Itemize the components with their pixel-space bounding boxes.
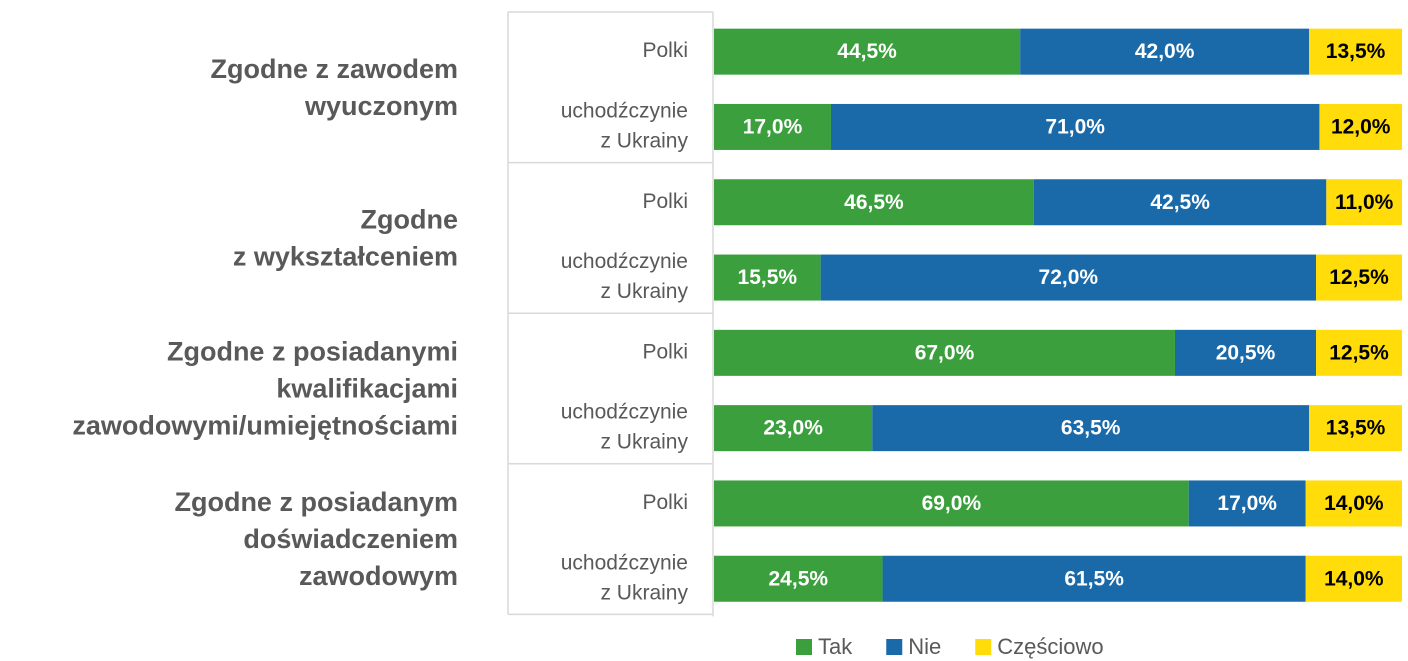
value-label: 44,5% xyxy=(837,40,897,63)
legend-label: Częściowo xyxy=(997,634,1103,659)
category-label: Polki xyxy=(642,190,688,213)
bar-segment xyxy=(1309,405,1402,452)
legend-label: Tak xyxy=(818,634,853,659)
category-label: uchodźczynie xyxy=(561,551,688,574)
group-label: wyuczonym xyxy=(304,91,458,121)
value-label: 12,5% xyxy=(1329,341,1389,364)
bar-segment xyxy=(714,405,873,452)
bar-segment xyxy=(714,103,831,150)
value-label: 11,0% xyxy=(1335,191,1394,214)
category-label: z Ukrainy xyxy=(600,581,688,604)
value-label: 13,5% xyxy=(1326,40,1386,63)
bar-segment xyxy=(820,254,1316,301)
bar-segment xyxy=(714,28,1021,75)
value-label: 42,5% xyxy=(1150,191,1210,214)
value-label: 12,0% xyxy=(1331,115,1391,138)
bar-segment xyxy=(1326,179,1402,226)
value-label: 20,5% xyxy=(1216,341,1276,364)
value-label: 63,5% xyxy=(1061,417,1121,440)
category-label: uchodźczynie xyxy=(561,250,688,273)
group-label: Zgodne z posiadanym xyxy=(174,487,458,517)
bar-segment xyxy=(1174,329,1316,376)
legend-label: Nie xyxy=(908,634,941,659)
bar-segment xyxy=(882,555,1306,602)
bar-segment xyxy=(1305,555,1402,602)
group-label: Zgodne xyxy=(361,205,458,235)
category-label: uchodźczynie xyxy=(561,99,688,122)
value-label: 61,5% xyxy=(1064,567,1124,590)
bar-segment xyxy=(1319,103,1402,150)
value-label: 14,0% xyxy=(1324,567,1384,590)
group-label: z wykształceniem xyxy=(233,242,458,272)
bar-segment xyxy=(1305,480,1402,527)
group-label: zawodowymi/umiejętnościami xyxy=(72,411,458,441)
bar-segment xyxy=(830,103,1320,150)
bar-segment xyxy=(1188,480,1306,527)
bar-segment xyxy=(714,254,821,301)
category-label: z Ukrainy xyxy=(600,129,688,152)
legend-swatch xyxy=(886,639,903,655)
category-label: z Ukrainy xyxy=(600,280,688,303)
category-label: uchodźczynie xyxy=(561,401,688,424)
value-label: 67,0% xyxy=(915,341,975,364)
value-label: 12,5% xyxy=(1329,266,1389,289)
value-label: 71,0% xyxy=(1045,115,1105,138)
group-label: Zgodne z posiadanymi xyxy=(167,337,458,367)
value-label: 13,5% xyxy=(1326,417,1386,440)
bar-segment xyxy=(714,480,1189,527)
group-label: Zgodne z zawodem xyxy=(210,54,458,84)
value-label: 17,0% xyxy=(743,115,803,138)
value-label: 15,5% xyxy=(738,266,798,289)
legend-swatch xyxy=(796,639,812,655)
category-label: Polki xyxy=(642,340,688,363)
bar-segment xyxy=(1316,254,1402,301)
value-label: 17,0% xyxy=(1217,492,1277,515)
bar-segment xyxy=(872,405,1310,452)
bar-segment xyxy=(1316,329,1402,376)
bar-segment xyxy=(1033,179,1327,226)
legend-swatch xyxy=(975,639,992,655)
value-label: 42,0% xyxy=(1135,40,1195,63)
group-label: kwalifikacjami xyxy=(276,374,458,404)
value-label: 14,0% xyxy=(1324,492,1384,515)
bar-segment xyxy=(1309,28,1402,75)
category-label: Polki xyxy=(642,39,688,62)
category-label: z Ukrainy xyxy=(600,431,688,454)
value-label: 23,0% xyxy=(763,417,823,440)
bar-segment xyxy=(714,555,883,602)
bar-segment xyxy=(714,179,1034,226)
group-label: doświadczeniem xyxy=(243,524,458,554)
value-label: 69,0% xyxy=(922,492,982,515)
value-label: 46,5% xyxy=(844,191,904,214)
value-label: 24,5% xyxy=(769,567,829,590)
value-label: 72,0% xyxy=(1039,266,1099,289)
bar-segment xyxy=(1020,28,1310,75)
group-label: zawodowym xyxy=(299,561,458,591)
category-label: Polki xyxy=(642,491,688,514)
bar-segment xyxy=(714,329,1175,376)
